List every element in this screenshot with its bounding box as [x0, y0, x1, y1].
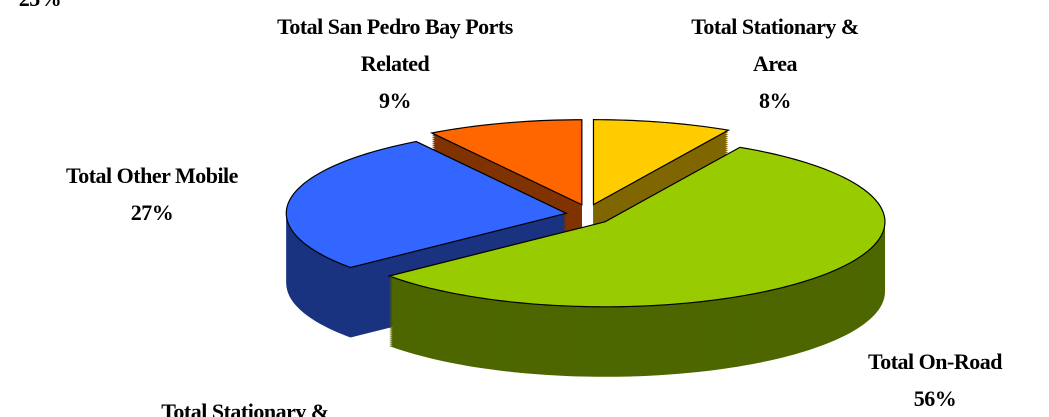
slice-label: Total Other Mobile 27%: [2, 157, 302, 231]
slice-top: [285, 140, 569, 269]
slice: [285, 140, 569, 338]
slice-label-line: Total Other Mobile: [66, 163, 238, 188]
cropped-label-line: Total Stationary &: [161, 399, 329, 417]
slice-top: [387, 146, 886, 308]
slice-top: [429, 119, 583, 206]
slice-top: [592, 119, 731, 206]
slice-label-line: 9%: [379, 88, 412, 113]
slice-label: Total On-Road 56%: [805, 343, 1049, 417]
slice-label: Total San Pedro Bay Ports Related 9%: [270, 8, 520, 119]
slice-label-line: 8%: [759, 88, 792, 113]
slice-label-line: 56%: [913, 386, 957, 411]
slice-label: Total Stationary & Area 8%: [675, 8, 875, 119]
slice-label-line: Total San Pedro Bay Ports Related: [277, 14, 513, 76]
slice-label-line: Total Stationary & Area: [691, 14, 859, 76]
slice-label-line: 27%: [130, 200, 174, 225]
cropped-label: Total Stationary &: [115, 393, 375, 417]
cropped-label: 25%: [0, 0, 100, 17]
slice: [387, 146, 886, 377]
slice-label-line: Total On-Road: [868, 349, 1002, 374]
cropped-label-line: 25%: [0, 0, 100, 17]
